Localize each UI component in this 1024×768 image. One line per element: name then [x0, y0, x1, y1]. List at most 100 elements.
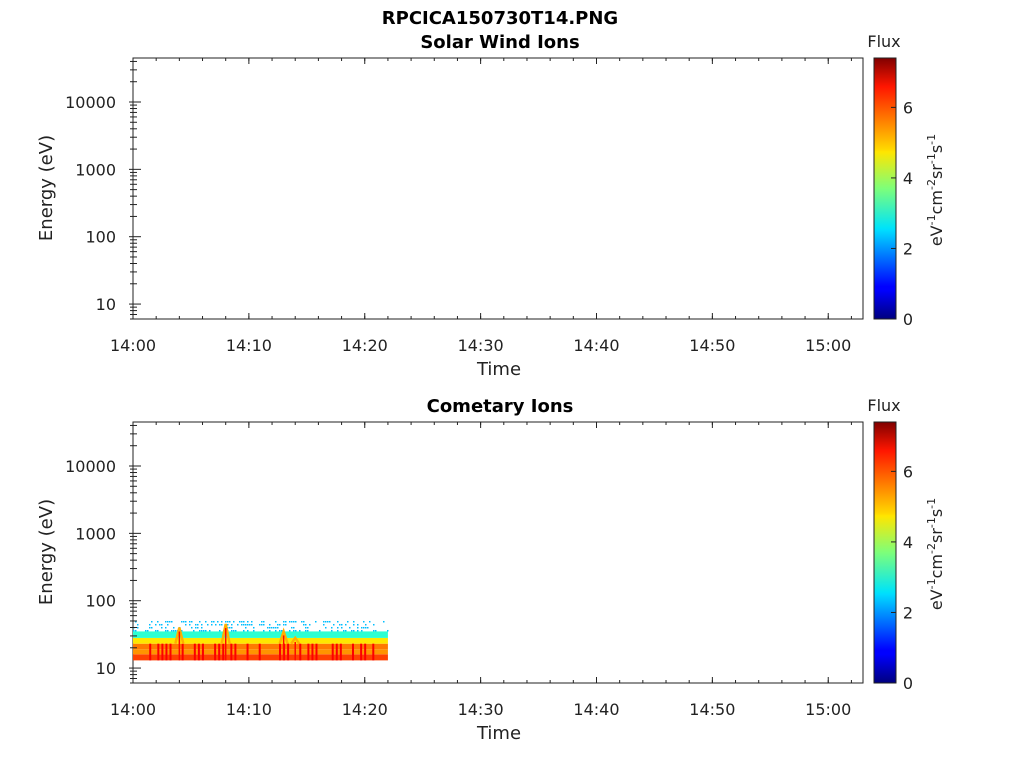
flux-speck — [307, 629, 309, 632]
flux-streak — [214, 643, 217, 661]
flux-speck — [305, 629, 307, 632]
flux-speck — [181, 629, 183, 632]
flux-speck — [357, 629, 359, 632]
flux-speck — [295, 629, 297, 632]
flux-speck — [373, 623, 375, 626]
flux-speck — [363, 626, 365, 629]
flux-speck — [361, 629, 363, 632]
y-tick-label: 100 — [85, 592, 116, 611]
colorbar-tick-label: 6 — [903, 462, 913, 481]
flux-speck — [325, 626, 327, 629]
colorbar-tick-label: 2 — [903, 239, 913, 258]
y-axis-label: Energy (eV) — [36, 499, 57, 605]
flux-speck — [325, 620, 327, 623]
flux-speck — [281, 629, 283, 632]
flux-streak — [157, 643, 160, 661]
flux-speck — [189, 620, 191, 623]
flux-speck — [159, 623, 161, 626]
y-tick-label: 1000 — [75, 524, 116, 543]
flux-speck — [315, 620, 317, 623]
flux-speck — [341, 623, 343, 626]
flux-speck — [367, 626, 369, 629]
flux-speck — [345, 629, 347, 632]
flux-streak — [234, 643, 237, 661]
flux-speck — [155, 629, 157, 632]
flux-speck — [369, 620, 371, 623]
flux-speck — [241, 620, 243, 623]
flux-speck — [337, 626, 339, 629]
flux-speck — [233, 620, 235, 623]
flux-speck — [243, 629, 245, 632]
flux-speck — [175, 629, 177, 632]
panel-title: Cometary Ions — [427, 396, 574, 417]
flux-speck — [219, 623, 221, 626]
flux-speck — [289, 629, 291, 632]
x-tick-label: 14:00 — [110, 336, 156, 355]
flux-speck — [183, 620, 185, 623]
flux-streak — [311, 643, 314, 661]
flux-speck — [351, 629, 353, 632]
x-axis-label: Time — [476, 359, 521, 380]
flux-speck — [329, 620, 331, 623]
flux-speck — [193, 629, 195, 632]
colorbar-tick-label: 4 — [903, 533, 913, 552]
flux-streak — [222, 643, 225, 661]
flux-spike — [220, 623, 231, 644]
flux-streak — [352, 643, 354, 661]
flux-streak — [165, 643, 168, 661]
flux-spike — [174, 627, 185, 644]
y-tick-label: 10 — [96, 659, 116, 678]
flux-speck — [251, 620, 253, 623]
colorbar-tick-label: 6 — [903, 98, 913, 117]
flux-speck — [261, 623, 263, 626]
flux-streak — [230, 643, 233, 661]
flux-speck — [261, 620, 263, 623]
flux-speck — [251, 623, 253, 626]
flux-speck — [337, 629, 339, 632]
x-axis-label: Time — [476, 723, 521, 744]
colorbar-tick-label: 0 — [903, 310, 913, 329]
flux-speck — [383, 620, 385, 623]
flux-speck — [319, 629, 321, 632]
flux-streak — [331, 643, 334, 661]
flux-speck — [353, 623, 355, 626]
flux-speck — [247, 629, 249, 632]
flux-speck — [303, 620, 305, 623]
flux-speck — [171, 620, 173, 623]
colorbar: Flux 0 2 4 6 eV-1cm-2sr-1s-1 — [867, 32, 946, 329]
energy-band — [133, 637, 388, 644]
flux-speck — [357, 623, 359, 626]
flux-speck — [243, 623, 245, 626]
colorbar-ticks: 0 2 4 6 — [891, 98, 913, 329]
flux-speck — [293, 626, 295, 629]
flux-speck — [229, 626, 231, 629]
flux-speck — [231, 623, 233, 626]
flux-speck — [191, 626, 193, 629]
flux-speck — [301, 620, 303, 623]
flux-speck — [307, 626, 309, 629]
flux-speck — [245, 623, 247, 626]
flux-streak — [169, 643, 172, 661]
flux-speck — [243, 620, 245, 623]
flux-streak — [279, 643, 281, 661]
flux-speck — [353, 629, 355, 632]
flux-speck — [149, 626, 151, 629]
energy-band — [133, 631, 388, 638]
x-tick-label: 14:10 — [226, 336, 272, 355]
colorbar-tick-label: 0 — [903, 674, 913, 693]
colorbar-tick-label: 2 — [903, 603, 913, 622]
x-tick-label: 14:30 — [458, 336, 504, 355]
flux-speck — [247, 623, 249, 626]
flux-speck — [309, 623, 311, 626]
flux-speck — [345, 623, 347, 626]
colorbar-unit-label: eV-1cm-2sr-1s-1 — [925, 498, 946, 610]
flux-speck — [333, 623, 335, 626]
flux-speck — [365, 623, 367, 626]
flux-speck — [283, 623, 285, 626]
flux-speck — [363, 620, 365, 623]
flux-speck — [137, 626, 139, 629]
flux-speck — [347, 620, 349, 623]
flux-streak — [197, 643, 200, 661]
flux-speck — [197, 623, 199, 626]
flux-speck — [213, 620, 215, 623]
